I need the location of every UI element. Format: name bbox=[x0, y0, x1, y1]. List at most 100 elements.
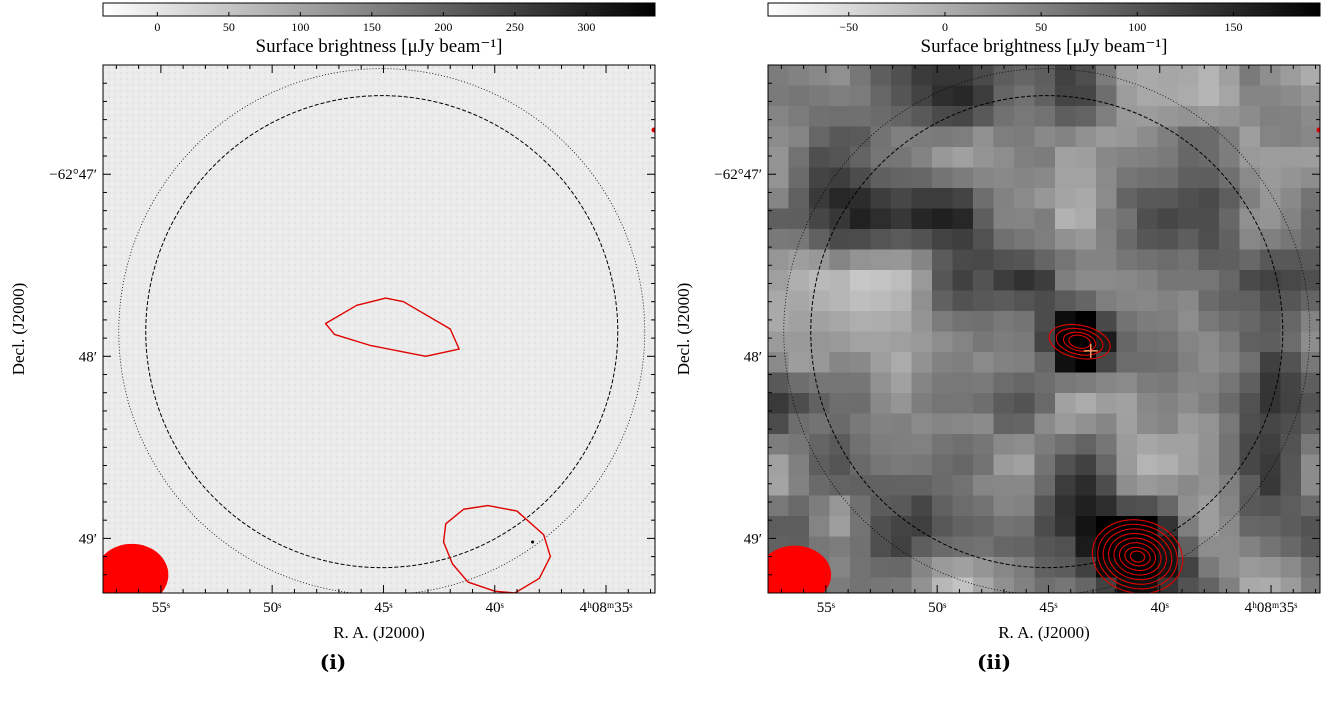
image-pixel bbox=[973, 393, 995, 415]
image-pixel bbox=[891, 536, 913, 558]
image-pixel bbox=[1260, 229, 1282, 251]
image-pixel bbox=[932, 188, 954, 210]
x-tick-label: 4ʰ08ᵐ35ˢ bbox=[580, 600, 633, 616]
y-tick-label: 49′ bbox=[79, 531, 97, 547]
image-pixel bbox=[952, 126, 974, 148]
image-pixel bbox=[911, 167, 933, 189]
image-pixel bbox=[993, 147, 1015, 169]
contour bbox=[324, 297, 460, 358]
image-pixel bbox=[1075, 208, 1097, 230]
image-pixel bbox=[829, 65, 851, 87]
image-pixel bbox=[829, 495, 851, 517]
image-pixel bbox=[1219, 290, 1241, 312]
contour bbox=[1097, 523, 1178, 590]
image-pixel bbox=[1198, 167, 1220, 189]
image-pixel bbox=[870, 249, 892, 271]
image-pixel bbox=[1137, 106, 1159, 128]
image-pixel bbox=[1260, 393, 1282, 415]
image-pixel bbox=[911, 393, 933, 415]
image-pixel bbox=[932, 167, 954, 189]
image-pixel bbox=[1280, 577, 1302, 593]
image-pixel bbox=[993, 106, 1015, 128]
image-pixel bbox=[1178, 372, 1200, 394]
image-pixel bbox=[768, 290, 790, 312]
image-pixel bbox=[1075, 393, 1097, 415]
image-pixel bbox=[1055, 208, 1077, 230]
image-pixel bbox=[1014, 147, 1036, 169]
image-pixel bbox=[850, 352, 872, 374]
image-pixel bbox=[1116, 126, 1138, 148]
image-pixel bbox=[1137, 352, 1159, 374]
image-pixel bbox=[850, 126, 872, 148]
image-pixel bbox=[1178, 393, 1200, 415]
image-pixel bbox=[1116, 434, 1138, 456]
image-pixel bbox=[891, 126, 913, 148]
image-pixel bbox=[1034, 188, 1056, 210]
image-pixel bbox=[1239, 454, 1261, 476]
image-pixel bbox=[932, 516, 954, 538]
image-pixel bbox=[788, 393, 810, 415]
image-pixel bbox=[1055, 434, 1077, 456]
image-pixel bbox=[1157, 270, 1179, 292]
image-pixel bbox=[1034, 311, 1056, 333]
image-pixel bbox=[870, 536, 892, 558]
image-pixel bbox=[1301, 311, 1320, 333]
image-pixel bbox=[911, 106, 933, 128]
image-pixel bbox=[1280, 85, 1302, 107]
image-pixel bbox=[1034, 495, 1056, 517]
y-axis-label: Decl. (J2000) bbox=[674, 283, 693, 376]
image-pixel bbox=[932, 311, 954, 333]
image-pixel bbox=[1157, 167, 1179, 189]
image-area bbox=[103, 65, 655, 593]
image-pixel bbox=[973, 495, 995, 517]
image-pixel bbox=[911, 270, 933, 292]
image-pixel bbox=[768, 65, 790, 87]
image-pixel bbox=[1116, 331, 1138, 353]
image-pixel bbox=[1178, 475, 1200, 497]
image-pixel bbox=[1280, 475, 1302, 497]
image-pixel bbox=[1239, 270, 1261, 292]
colorbar-tick-label: 100 bbox=[1128, 20, 1146, 34]
image-pixel bbox=[1096, 475, 1118, 497]
image-pixel bbox=[891, 229, 913, 251]
image-pixel bbox=[1219, 393, 1241, 415]
image-pixel bbox=[932, 147, 954, 169]
image-pixel bbox=[1157, 229, 1179, 251]
contour bbox=[1102, 528, 1173, 585]
image-pixel bbox=[1280, 229, 1302, 251]
image-pixel bbox=[1096, 167, 1118, 189]
image-pixel bbox=[1178, 167, 1200, 189]
image-pixel bbox=[1198, 106, 1220, 128]
image-pixel bbox=[1178, 65, 1200, 87]
image-pixel bbox=[1280, 352, 1302, 374]
image-pixel bbox=[1075, 147, 1097, 169]
image-pixel bbox=[1260, 188, 1282, 210]
image-pixel bbox=[809, 454, 831, 476]
image-pixel bbox=[952, 167, 974, 189]
image-pixel bbox=[1055, 577, 1077, 593]
image-pixel bbox=[870, 557, 892, 579]
image-pixel bbox=[1280, 454, 1302, 476]
x-tick-label: 50ˢ bbox=[263, 600, 281, 616]
image-pixel bbox=[870, 106, 892, 128]
image-pixel bbox=[891, 413, 913, 435]
image-pixel bbox=[1014, 495, 1036, 517]
image-pixel bbox=[1096, 290, 1118, 312]
x-tick-label: 45ˢ bbox=[374, 600, 392, 616]
image-pixel bbox=[1280, 536, 1302, 558]
image-pixel bbox=[1116, 65, 1138, 87]
image-pixel bbox=[1014, 208, 1036, 230]
image-pixel bbox=[809, 106, 831, 128]
image-pixel bbox=[1280, 393, 1302, 415]
image-pixel bbox=[1096, 188, 1118, 210]
image-pixel bbox=[973, 331, 995, 353]
image-pixel bbox=[932, 208, 954, 230]
image-pixel bbox=[809, 65, 831, 87]
image-pixel bbox=[768, 331, 790, 353]
image-pixel bbox=[870, 516, 892, 538]
image-pixel bbox=[932, 434, 954, 456]
image-pixel bbox=[1116, 249, 1138, 271]
image-pixel bbox=[1301, 516, 1320, 538]
image-pixel bbox=[1260, 536, 1282, 558]
image-pixel bbox=[973, 475, 995, 497]
